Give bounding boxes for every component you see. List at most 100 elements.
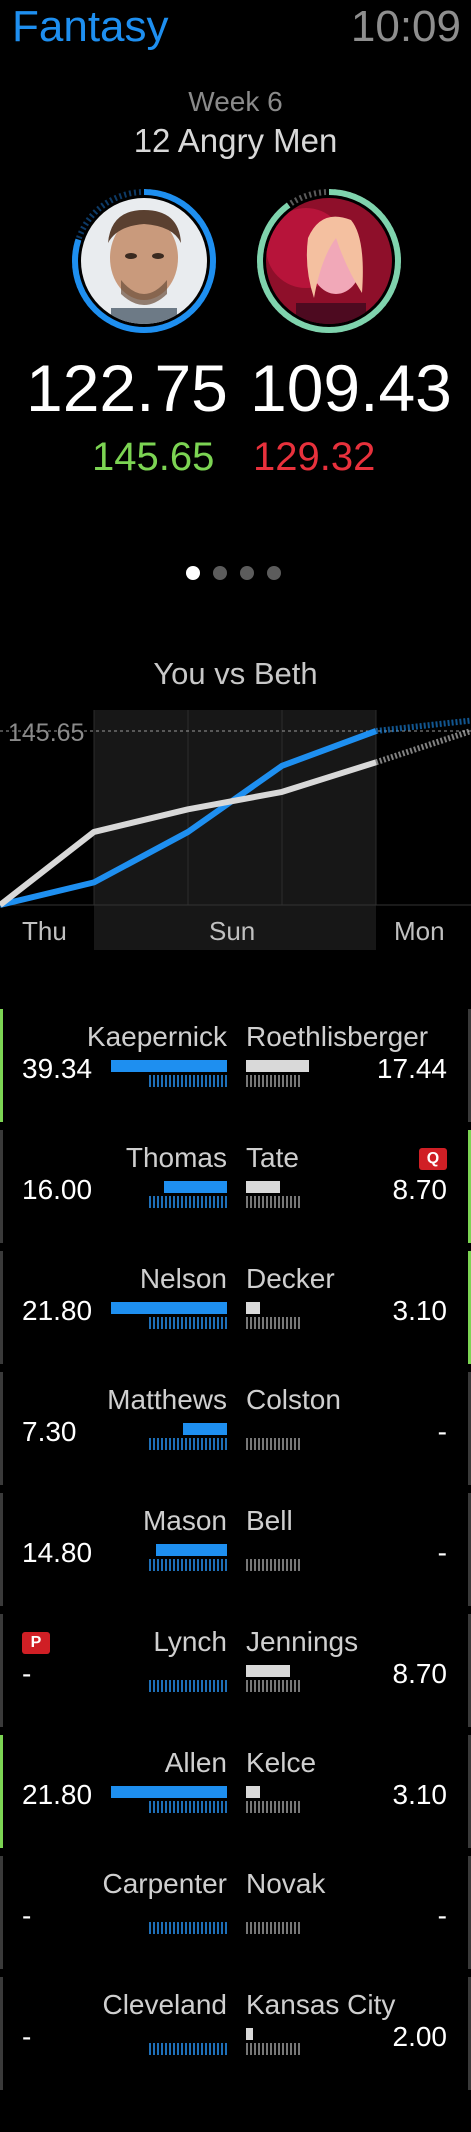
my-projection-bar bbox=[149, 1922, 227, 1934]
opponent-player-points: 17.44 bbox=[376, 1053, 447, 1084]
my-player-name: Allen bbox=[164, 1747, 227, 1778]
opponent-projection-bar bbox=[246, 1438, 302, 1450]
opponent-projection-bar bbox=[246, 2043, 302, 2055]
my-player-name: Lynch bbox=[153, 1626, 227, 1657]
my-player-points: 16.00 bbox=[22, 1174, 93, 1205]
left-result-edge bbox=[0, 1251, 3, 1364]
right-result-edge bbox=[468, 1856, 471, 1969]
my-projection-bar bbox=[149, 1317, 227, 1329]
opponent-player-points: - bbox=[437, 1537, 447, 1568]
my-player-points: - bbox=[22, 1658, 32, 1689]
my-projection-bar bbox=[149, 1559, 227, 1571]
opponent-player-name: Colston bbox=[246, 1384, 341, 1415]
opponent-avatar[interactable] bbox=[254, 186, 404, 336]
my-projection-bar bbox=[149, 1075, 227, 1087]
status-header: Fantasy 10:09 bbox=[0, 0, 471, 60]
opponent-player-name: Kansas City bbox=[246, 1989, 396, 2020]
my-player-points: - bbox=[22, 2021, 32, 2052]
my-player-name: Cleveland bbox=[102, 1989, 227, 2020]
opponent-projection-line bbox=[375, 728, 471, 766]
left-result-edge bbox=[0, 1493, 3, 1606]
opponent-projection-bar bbox=[246, 1317, 302, 1329]
my-player-points: 21.80 bbox=[22, 1779, 93, 1810]
x-label-thu: Thu bbox=[22, 916, 67, 946]
my-player-points: - bbox=[22, 1900, 32, 1931]
opponent-player-points: 3.10 bbox=[392, 1779, 448, 1810]
opponent-player-points: - bbox=[437, 1900, 447, 1931]
my-player-name: Mason bbox=[142, 1505, 227, 1536]
my-projection-bar bbox=[149, 1680, 227, 1692]
matchup-row[interactable]: Nelson Decker 21.80 3.10 bbox=[0, 1247, 471, 1368]
right-result-edge bbox=[468, 1372, 471, 1485]
opponent-player-name: Novak bbox=[246, 1868, 326, 1899]
left-result-edge bbox=[0, 1614, 3, 1727]
projected-label: 145.65 bbox=[8, 719, 84, 747]
roster-list: Kaepernick Roethlisberger 39.34 17.44 Thomas… bbox=[0, 1005, 471, 2094]
my-points-bar bbox=[183, 1423, 227, 1435]
matchup-row[interactable]: Kaepernick Roethlisberger 39.34 17.44 bbox=[0, 1005, 471, 1126]
my-player-name: Thomas bbox=[125, 1142, 227, 1173]
my-points-bar bbox=[156, 1544, 227, 1556]
right-result-edge bbox=[468, 1009, 471, 1122]
my-player-points: 7.30 bbox=[22, 1416, 77, 1447]
clock: 10:09 bbox=[350, 2, 461, 51]
opponent-player-name: Bell bbox=[246, 1505, 293, 1536]
opponent-progress-ring bbox=[257, 189, 401, 333]
opponent-points-bar bbox=[246, 1786, 260, 1798]
opponent-player-points: 8.70 bbox=[392, 1174, 448, 1205]
league-name: 12 Angry Men bbox=[133, 122, 338, 159]
opponent-player-points: - bbox=[437, 1416, 447, 1447]
opponent-points-bar bbox=[246, 1302, 260, 1314]
right-result-edge bbox=[468, 1493, 471, 1606]
page-dot[interactable] bbox=[240, 566, 254, 580]
left-result-edge bbox=[0, 1372, 3, 1485]
matchup-row[interactable]: Cleveland Kansas City - 2.00 bbox=[0, 1973, 471, 2094]
page-dot[interactable] bbox=[213, 566, 227, 580]
opponent-player-points: 2.00 bbox=[392, 2021, 448, 2052]
opponent-points-bar bbox=[246, 2028, 253, 2040]
my-avatar-image bbox=[81, 198, 207, 324]
my-player-points: 21.80 bbox=[22, 1295, 93, 1326]
my-team-avatar[interactable] bbox=[69, 186, 219, 336]
week-label: Week 6 bbox=[188, 86, 283, 117]
opponent-projected-score: 129.32 bbox=[253, 435, 376, 479]
left-result-edge bbox=[0, 1130, 3, 1243]
right-result-edge bbox=[468, 1251, 471, 1364]
x-label-mon: Mon bbox=[394, 916, 445, 946]
opponent-projection-bar bbox=[246, 1559, 302, 1571]
opponent-projection-bar bbox=[246, 1801, 302, 1813]
my-player-name: Carpenter bbox=[102, 1868, 227, 1899]
opponent-projection-bar bbox=[246, 1075, 302, 1087]
my-score-line bbox=[0, 728, 378, 908]
right-result-edge bbox=[468, 1614, 471, 1727]
right-result-edge bbox=[468, 1977, 471, 2090]
matchup-row[interactable]: Allen Kelce 21.80 3.10 bbox=[0, 1731, 471, 1852]
left-result-edge bbox=[0, 1856, 3, 1969]
matchup-row[interactable]: Thomas Tate 16.00 8.70 Q bbox=[0, 1126, 471, 1247]
score-progress-chart: 145.65 Thu Sun Mon bbox=[0, 710, 471, 950]
opponent-points-bar bbox=[246, 1665, 290, 1677]
matchup-row[interactable]: Lynch Jennings - 8.70 P bbox=[0, 1610, 471, 1731]
my-projection-bar bbox=[149, 1801, 227, 1813]
opponent-score-line bbox=[0, 759, 377, 908]
matchup-row[interactable]: Matthews Colston 7.30 - bbox=[0, 1368, 471, 1489]
left-result-edge bbox=[0, 1009, 3, 1122]
matchup-row[interactable]: Mason Bell 14.80 - bbox=[0, 1489, 471, 1610]
app-title[interactable]: Fantasy bbox=[12, 2, 169, 51]
opponent-points-bar bbox=[246, 1060, 309, 1072]
opponent-score: 109.43 bbox=[250, 351, 452, 425]
questionable-badge: Q bbox=[419, 1148, 447, 1170]
opponent-points-bar bbox=[246, 1181, 280, 1193]
page-dot[interactable] bbox=[186, 566, 200, 580]
my-points-bar bbox=[111, 1060, 227, 1072]
matchup-row[interactable]: Carpenter Novak - - bbox=[0, 1852, 471, 1973]
my-progress-ring bbox=[72, 189, 216, 333]
opponent-player-name: Jennings bbox=[246, 1626, 359, 1657]
opponent-player-name: Roethlisberger bbox=[246, 1021, 429, 1052]
opponent-player-name: Decker bbox=[246, 1263, 335, 1294]
opponent-player-name: Tate bbox=[246, 1142, 299, 1173]
my-projection-bar bbox=[149, 2043, 227, 2055]
opponent-projection-bar bbox=[246, 1196, 302, 1208]
page-dot[interactable] bbox=[267, 566, 281, 580]
opponent-projection-bar bbox=[246, 1922, 302, 1934]
